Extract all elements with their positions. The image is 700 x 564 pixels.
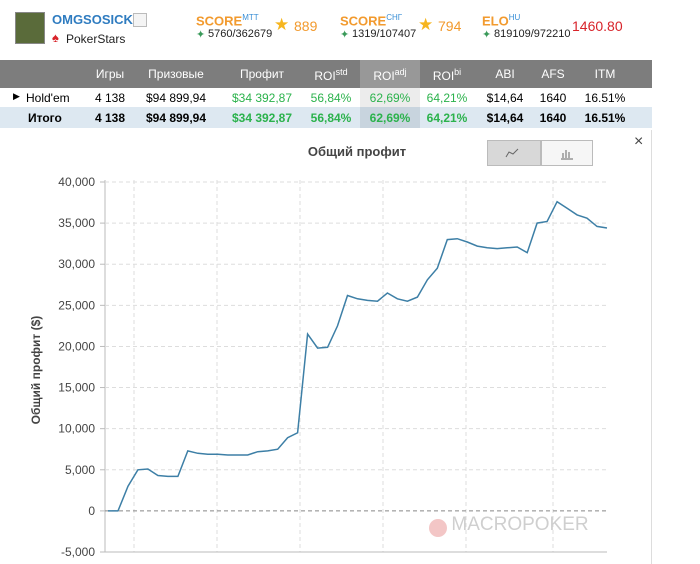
y-tick-label: 35,000 (58, 216, 95, 230)
col-highlight (360, 60, 420, 88)
score-rank: 5760/362679 (208, 28, 273, 40)
table-cell: 56,84% (310, 111, 352, 125)
score-rank: 1319/107407 (352, 28, 417, 40)
bar-chart-button[interactable] (541, 140, 593, 166)
star: ★ (418, 15, 434, 34)
table-row (0, 88, 652, 107)
header-sup: adj (394, 67, 407, 77)
row-label: Итого (28, 111, 62, 125)
header-text: ROI (373, 69, 395, 83)
score-name: SCORE (196, 13, 243, 29)
y-tick-label: 15,000 (58, 381, 95, 395)
avatar (15, 12, 45, 44)
table-cell: $14,64 (486, 111, 524, 125)
score-sup: MTT (242, 13, 259, 22)
header-text: ITM (594, 67, 616, 81)
column-header: Призовые (148, 67, 204, 81)
rank-icon: ✦ (482, 29, 492, 41)
line-chart-button[interactable] (487, 140, 541, 166)
col-highlight (360, 88, 420, 107)
column-header: ROIbi (433, 67, 461, 83)
score-rank: 819109/972210 (494, 28, 571, 40)
score-label: SCOREСНГ (340, 13, 402, 28)
header-sup: bi (454, 67, 462, 77)
bar-icon (561, 150, 573, 160)
y-axis-label: Общий профит ($) (29, 316, 43, 425)
table-cell: $34 392,87 (231, 91, 293, 105)
header-text: ABI (495, 67, 515, 81)
column-header: Игры (96, 67, 124, 81)
score-value: 794 (438, 18, 462, 34)
header-text: Призовые (148, 67, 204, 81)
column-header: ITM (595, 67, 616, 81)
rank-icon: ✦ (196, 29, 206, 41)
score-name: SCORE (340, 13, 387, 29)
watermark-logo (429, 519, 447, 537)
table-header (0, 60, 652, 88)
chart-title: Общий профит (308, 144, 406, 159)
column-header: Профит (240, 67, 284, 81)
table-cell: 4 138 (94, 91, 126, 105)
site-icon: ♠ (52, 30, 59, 45)
icon (133, 13, 147, 27)
profit-line (108, 200, 608, 512)
panel-border (651, 130, 652, 564)
table-cell: 1640 (539, 91, 567, 105)
column-header: ROIstd (314, 67, 347, 83)
star: ★ (274, 15, 290, 34)
header-sup: std (335, 67, 348, 77)
header-text: Игры (95, 67, 125, 81)
y-tick-label: 5,000 (65, 463, 95, 477)
score-name: ELO (482, 13, 509, 29)
row-label: Hold'em (26, 91, 70, 105)
score-value: 1460.80 (572, 18, 623, 34)
header-text: ROI (432, 69, 455, 83)
header-text: Профит (239, 67, 285, 81)
table-cell: 16.51% (584, 111, 626, 125)
close-button[interactable]: × (634, 133, 644, 150)
table-cell: $94 899,94 (145, 91, 207, 105)
x-grid (133, 180, 554, 552)
column-header: ABI (495, 67, 514, 81)
header-text: ROI (314, 69, 336, 83)
table-cell: 1640 (539, 111, 567, 125)
table-cell: 4 138 (94, 111, 126, 125)
y-tick-label: 20,000 (58, 339, 95, 353)
table-cell: $94 899,94 (145, 111, 207, 125)
column-header: AFS (541, 67, 564, 81)
table-cell: 16.51% (584, 91, 626, 105)
watermark: MACROPOKER (451, 514, 588, 535)
header-text: AFS (541, 67, 565, 81)
score-sup: СНГ (386, 13, 403, 22)
score-sup: HU (508, 13, 521, 22)
column-header: ROIadj (373, 67, 406, 83)
table-row (0, 107, 652, 128)
table-cell: 62,69% (369, 111, 411, 125)
y-tick-label: -5,000 (61, 545, 95, 559)
table-cell: $34 392,87 (231, 111, 293, 125)
player-name[interactable]: OMGSOSICK (52, 12, 133, 27)
rank-icon: ✦ (340, 29, 350, 41)
table-cell: 64,21% (426, 91, 468, 105)
score-label: ELOHU (482, 13, 520, 28)
site: PokerStars (66, 32, 126, 46)
score-value: 889 (294, 18, 318, 34)
y-tick-label: 40,000 (58, 175, 95, 189)
table-cell: $14,64 (486, 91, 524, 105)
table-cell: 64,21% (426, 111, 468, 125)
score-label: SCOREMTT (196, 13, 259, 28)
table-cell: 56,84% (310, 91, 352, 105)
col-highlight (360, 107, 420, 128)
line-icon (505, 148, 519, 158)
y-tick-label: 30,000 (58, 257, 95, 271)
table-cell: 62,69% (369, 91, 411, 105)
y-tick-label: 0 (88, 504, 95, 518)
y-tick-label: 10,000 (58, 422, 95, 436)
expand-icon[interactable]: ▶ (13, 91, 20, 101)
y-tick-label: 25,000 (58, 298, 95, 312)
